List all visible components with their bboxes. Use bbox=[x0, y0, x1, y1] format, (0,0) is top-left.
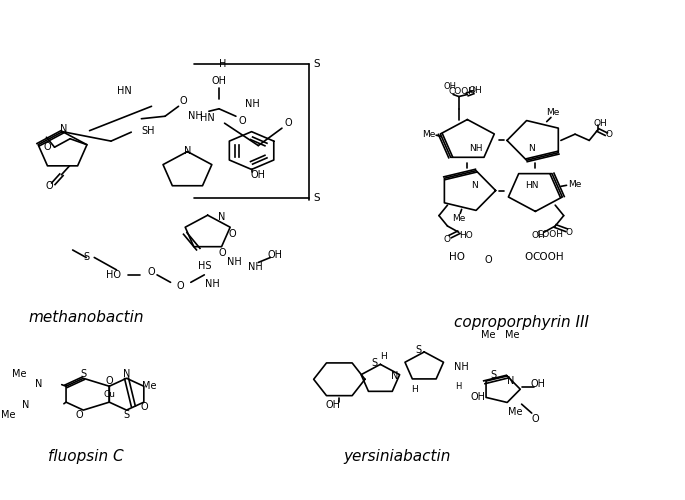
Text: NH: NH bbox=[245, 99, 260, 109]
Text: COOH: COOH bbox=[448, 87, 475, 96]
Text: N: N bbox=[36, 379, 42, 389]
Text: Me: Me bbox=[452, 214, 466, 223]
Text: N: N bbox=[391, 372, 398, 382]
Text: S: S bbox=[314, 193, 321, 203]
Text: OH: OH bbox=[212, 76, 227, 86]
Text: N: N bbox=[218, 212, 225, 222]
Text: HO: HO bbox=[459, 231, 473, 240]
Text: HO: HO bbox=[449, 252, 466, 262]
Text: NH: NH bbox=[188, 111, 203, 121]
Text: OH: OH bbox=[469, 86, 483, 95]
Text: O: O bbox=[606, 130, 612, 138]
Text: OH: OH bbox=[325, 400, 340, 410]
Text: O: O bbox=[105, 376, 113, 386]
Text: S: S bbox=[80, 368, 86, 378]
Text: H: H bbox=[411, 384, 417, 394]
Text: Me: Me bbox=[481, 330, 496, 340]
Text: OH: OH bbox=[251, 170, 266, 180]
Text: Me: Me bbox=[569, 180, 582, 189]
Text: H: H bbox=[455, 382, 461, 391]
Text: H: H bbox=[219, 58, 226, 68]
Text: O: O bbox=[140, 402, 148, 412]
Text: S: S bbox=[415, 346, 421, 356]
Text: coproporphyrin III: coproporphyrin III bbox=[454, 314, 589, 330]
Text: O: O bbox=[524, 252, 532, 262]
Text: O: O bbox=[285, 118, 292, 128]
Text: O: O bbox=[218, 248, 225, 258]
Text: OH: OH bbox=[531, 379, 546, 389]
Text: N: N bbox=[471, 181, 477, 190]
Text: N: N bbox=[184, 146, 191, 156]
Text: O: O bbox=[229, 230, 236, 239]
Text: Me: Me bbox=[142, 381, 156, 391]
Text: HN: HN bbox=[117, 86, 132, 97]
Text: O: O bbox=[179, 96, 187, 106]
Text: fluopsin C: fluopsin C bbox=[49, 449, 124, 464]
Text: S: S bbox=[314, 58, 321, 68]
Text: Me: Me bbox=[505, 330, 519, 340]
Text: Me: Me bbox=[508, 406, 522, 416]
Text: O: O bbox=[45, 180, 53, 190]
Text: S: S bbox=[490, 370, 497, 380]
Text: NH: NH bbox=[205, 279, 220, 289]
Text: O: O bbox=[75, 410, 83, 420]
Text: O: O bbox=[484, 255, 492, 265]
Text: Me: Me bbox=[1, 410, 16, 420]
Text: OH: OH bbox=[594, 119, 608, 128]
Text: O: O bbox=[532, 414, 539, 424]
Text: HO: HO bbox=[105, 270, 121, 280]
Text: HN: HN bbox=[525, 181, 538, 190]
Text: NH: NH bbox=[247, 262, 262, 272]
Text: yersiniabactin: yersiniabactin bbox=[343, 449, 451, 464]
Text: O: O bbox=[239, 116, 247, 126]
Text: O: O bbox=[147, 267, 155, 277]
Text: SH: SH bbox=[141, 126, 155, 136]
Text: NH: NH bbox=[454, 362, 469, 372]
Text: NH: NH bbox=[227, 258, 242, 268]
Text: O: O bbox=[44, 142, 51, 152]
Text: NH: NH bbox=[469, 144, 482, 153]
Text: S: S bbox=[123, 410, 129, 420]
Text: COOH: COOH bbox=[533, 252, 564, 262]
Text: N: N bbox=[60, 124, 68, 134]
Text: O: O bbox=[566, 228, 573, 237]
Text: OH: OH bbox=[444, 82, 457, 90]
Text: Me: Me bbox=[546, 108, 559, 116]
Text: O: O bbox=[444, 235, 451, 244]
Text: Me: Me bbox=[12, 369, 26, 379]
Text: S: S bbox=[83, 252, 89, 262]
Text: OH: OH bbox=[532, 231, 545, 240]
Text: H: H bbox=[380, 352, 387, 362]
Text: S: S bbox=[371, 358, 377, 368]
Text: N: N bbox=[507, 376, 514, 386]
Text: O: O bbox=[177, 281, 184, 291]
Text: HS: HS bbox=[197, 262, 211, 272]
Text: N: N bbox=[22, 400, 29, 409]
Text: OH: OH bbox=[268, 250, 283, 260]
Text: N: N bbox=[123, 368, 130, 378]
Text: Me: Me bbox=[423, 130, 436, 138]
Text: Cu: Cu bbox=[103, 390, 115, 398]
Text: OH: OH bbox=[471, 392, 486, 402]
Text: methanobactin: methanobactin bbox=[28, 310, 144, 324]
Text: HN: HN bbox=[200, 113, 215, 123]
Text: COOH: COOH bbox=[536, 230, 563, 239]
Text: N: N bbox=[529, 144, 536, 153]
